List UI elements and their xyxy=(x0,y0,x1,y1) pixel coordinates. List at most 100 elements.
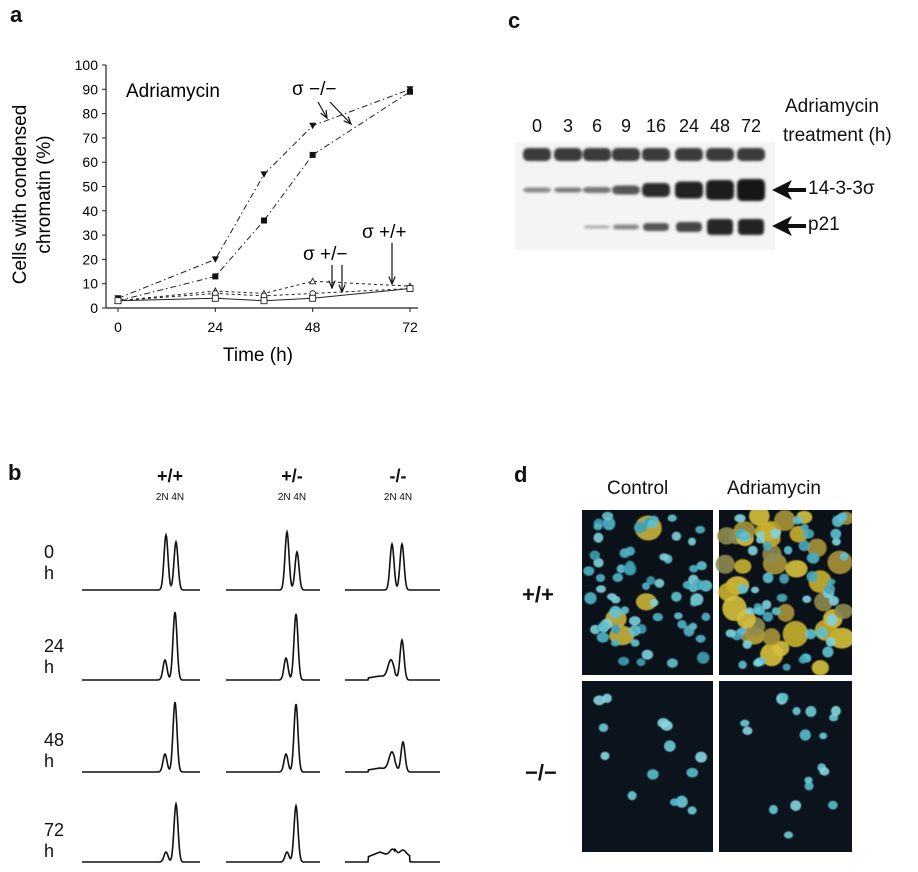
data-point xyxy=(261,217,267,224)
series-label-neg-neg: σ −/− xyxy=(292,79,336,100)
x-tick-label: 0 xyxy=(114,319,122,335)
cell-nucleus xyxy=(742,726,753,735)
cell-cytoplasm xyxy=(734,559,752,574)
cell-nucleus xyxy=(762,611,774,622)
cell-nucleus xyxy=(623,562,637,576)
cell-nucleus xyxy=(616,564,626,574)
cell-nucleus xyxy=(756,531,765,539)
cell-cytoplasm xyxy=(722,595,747,621)
cell-nucleus xyxy=(620,606,630,615)
blot-band-14-3-3 xyxy=(612,185,640,195)
cell-nucleus xyxy=(687,806,697,815)
cell-nucleus xyxy=(675,795,688,808)
flow-genotype-label: +/+ xyxy=(156,466,184,486)
flow-histogram-trace xyxy=(345,541,440,591)
cell-nucleus xyxy=(790,800,802,811)
cell-nucleus xyxy=(806,571,818,583)
cell-nucleus xyxy=(667,514,677,522)
y-tick-label: 90 xyxy=(82,81,98,97)
y-tick-label: 30 xyxy=(82,227,98,243)
y-tick-label: 100 xyxy=(75,57,99,73)
cell-nucleus xyxy=(740,719,750,727)
flow-time-label: 24 h xyxy=(44,636,65,677)
cell-nucleus xyxy=(832,537,841,546)
flow-time-label: 72 h xyxy=(44,820,65,861)
micro-row-neg-neg: −/− xyxy=(525,760,557,785)
y-tick-label: 40 xyxy=(82,203,98,219)
y-tick-label: 60 xyxy=(82,154,98,170)
cell-nucleus xyxy=(647,769,659,780)
cell-nucleus xyxy=(589,550,600,561)
cell-nucleus xyxy=(829,595,839,606)
cell-nucleus xyxy=(671,531,682,541)
cell-nucleus xyxy=(642,582,650,590)
cell-nucleus xyxy=(768,804,778,815)
blot-band-loading xyxy=(554,148,582,161)
cell-nucleus xyxy=(584,592,597,605)
cell-nucleus xyxy=(654,578,665,588)
cell-nucleus xyxy=(806,552,819,564)
cell-nucleus xyxy=(628,625,641,637)
cell-nucleus xyxy=(696,561,707,571)
cell-nucleus xyxy=(825,637,836,647)
cell-nucleus xyxy=(697,651,710,664)
cell-cytoplasm xyxy=(782,620,809,648)
series-label-pos-pos: σ +/+ xyxy=(362,222,406,243)
data-point xyxy=(407,88,413,95)
cell-cytoplasm xyxy=(715,554,735,574)
panel-letter-b: b xyxy=(8,460,22,485)
cell-cytoplasm xyxy=(717,527,737,545)
cell-nucleus xyxy=(805,628,817,640)
flow-time-label: 48 h xyxy=(44,730,65,771)
blot-header-line2: treatment (h) xyxy=(783,125,892,146)
cell-nucleus xyxy=(607,593,617,601)
data-point xyxy=(114,297,122,305)
cell-cytoplasm xyxy=(760,643,784,667)
cell-nucleus xyxy=(745,607,754,615)
arrow-neg-neg-2 xyxy=(329,101,352,125)
arrow-neg-neg-1-head xyxy=(320,109,328,120)
cell-nucleus xyxy=(666,658,678,668)
cell-nucleus xyxy=(610,624,621,635)
flow-genotype-label: +/- xyxy=(281,466,303,486)
cell-nucleus xyxy=(779,573,789,584)
arrow-14-3-3-icon xyxy=(772,180,806,200)
y-tick-label: 20 xyxy=(82,251,98,267)
cell-nucleus xyxy=(627,791,637,801)
series-label-pos-neg: σ +/− xyxy=(303,244,347,265)
data-point xyxy=(309,294,317,302)
blot-band-p21 xyxy=(613,224,639,230)
micro-col-control: Control xyxy=(607,478,669,499)
cell-nucleus xyxy=(827,578,836,585)
cell-nucleus xyxy=(725,629,736,638)
cell-cytoplasm xyxy=(774,510,796,531)
cell-nucleus xyxy=(646,576,656,585)
arrow-neg-neg-2-head xyxy=(343,116,353,126)
blot-band-14-3-3 xyxy=(642,183,670,197)
flow-time-label: 0 h xyxy=(44,542,55,583)
y-tick-label: 10 xyxy=(82,276,98,292)
flow-histogram-trace xyxy=(82,532,200,591)
y-tick-label: 50 xyxy=(82,179,98,195)
cell-nucleus xyxy=(686,767,699,778)
cell-nucleus xyxy=(792,516,803,525)
arrow-p21-icon xyxy=(772,216,806,236)
arrow-pos-neg-2-head xyxy=(338,284,346,294)
blot-band-14-3-3 xyxy=(675,181,703,199)
cell-nucleus xyxy=(783,831,794,839)
blot-lane-label: 0 xyxy=(531,116,542,136)
cell-nucleus xyxy=(770,528,781,539)
x-tick-label: 72 xyxy=(402,319,418,335)
flow-histogram-trace xyxy=(226,803,320,863)
cell-nucleus xyxy=(688,537,696,546)
cell-nucleus xyxy=(659,553,669,561)
blot-band-14-3-3 xyxy=(706,180,734,200)
cell-cytoplasm xyxy=(807,538,827,558)
cell-nucleus xyxy=(742,640,752,649)
y-tick-label: 70 xyxy=(82,130,98,146)
cell-nucleus xyxy=(800,523,809,532)
cell-nucleus xyxy=(798,540,810,552)
data-point xyxy=(308,277,317,285)
cell-nucleus xyxy=(677,620,687,629)
cell-cytoplasm xyxy=(777,603,795,622)
